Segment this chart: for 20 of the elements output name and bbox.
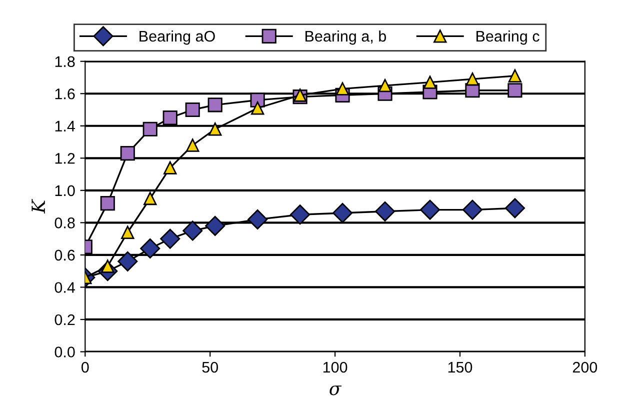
x-tick-label: 200 — [572, 362, 598, 373]
x-axis-title: σ — [330, 386, 342, 396]
y-tick-label: 0.4 — [54, 282, 75, 293]
y-tick-label: 0.8 — [54, 218, 75, 228]
legend-label: Bearing aO — [140, 30, 215, 45]
y-tick-label: 1.2 — [55, 153, 75, 164]
x-tick-label: 50 — [202, 362, 218, 373]
legend-label: Bearing c — [476, 30, 540, 45]
y-tick-label: 0.2 — [54, 314, 75, 326]
y-tick-label: 0.0 — [54, 346, 75, 358]
y-axis-title: K — [32, 198, 45, 214]
y-tick-label: 1.8 — [55, 56, 75, 68]
y-tick-label: 1.0 — [55, 185, 75, 196]
x-tick-label: 150 — [448, 362, 472, 373]
legend-label: Bearing a, b — [306, 30, 386, 45]
x-tick-label: 0 — [81, 362, 89, 373]
y-tick-label: 1.6 — [55, 88, 75, 100]
y-tick-label: 1.4 — [55, 120, 75, 132]
y-tick-label: 0.6 — [54, 250, 75, 261]
x-tick-label: 100 — [323, 362, 348, 373]
